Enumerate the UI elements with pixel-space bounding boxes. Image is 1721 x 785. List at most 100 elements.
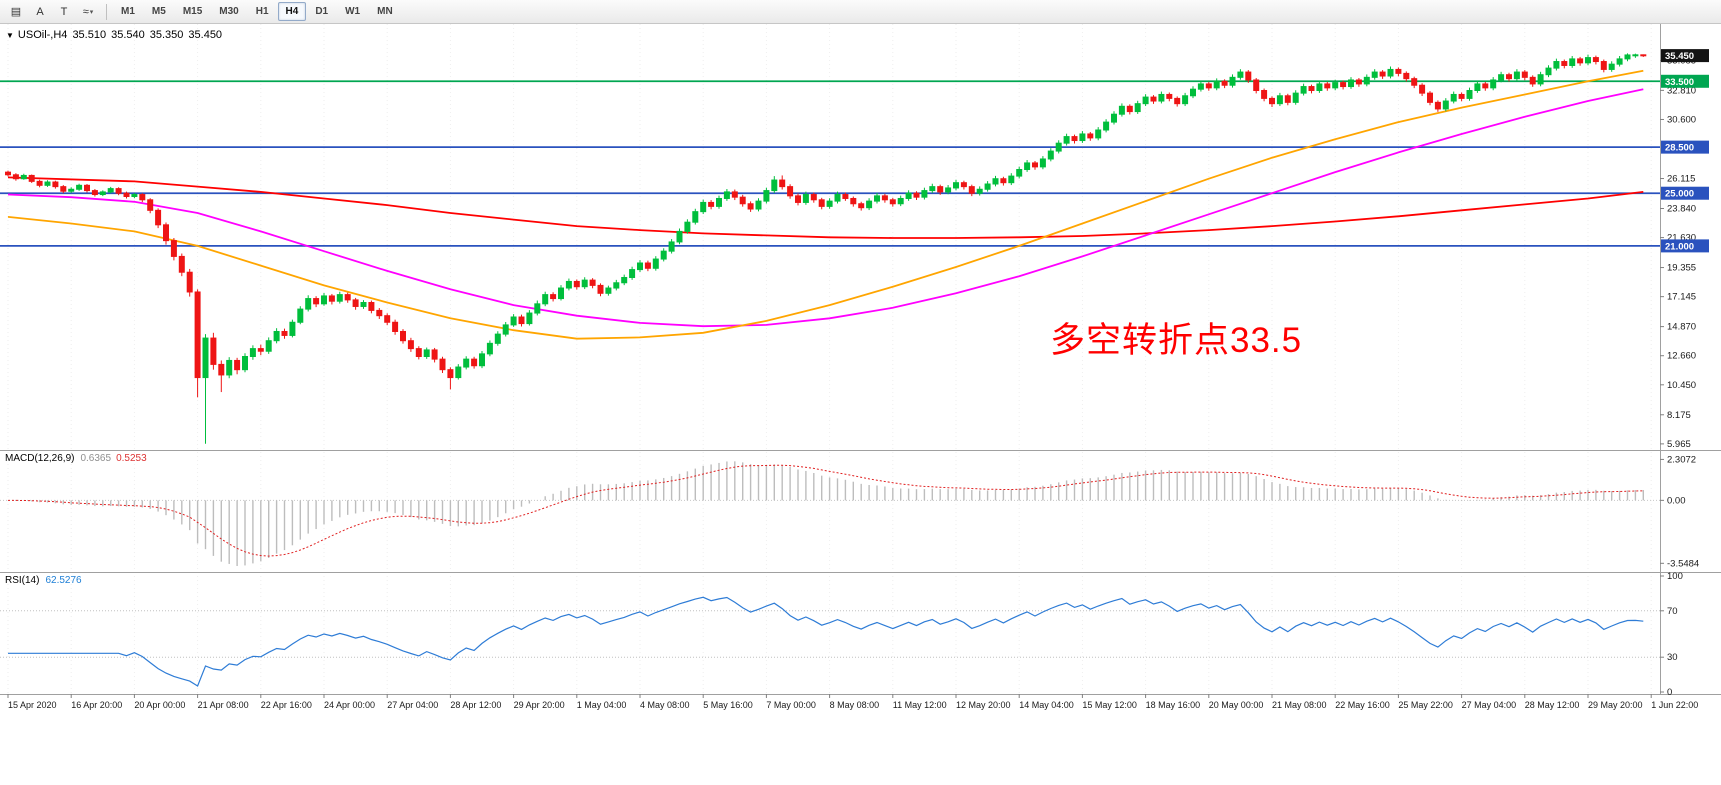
hline-price-tag-33.500[interactable]: 33.500 bbox=[1661, 74, 1709, 88]
candle bbox=[558, 287, 564, 300]
timeframe-button-mn[interactable]: MN bbox=[377, 6, 393, 17]
hline-price-tag-25.000[interactable]: 25.000 bbox=[1661, 186, 1709, 200]
candle bbox=[589, 279, 596, 286]
timeframe-button-m1[interactable]: M1 bbox=[121, 6, 135, 17]
candlestick-series bbox=[5, 53, 1647, 444]
candle bbox=[1466, 90, 1473, 99]
timeframe-button-h4[interactable]: H4 bbox=[277, 2, 307, 21]
candle bbox=[1024, 162, 1031, 171]
toolbar: ▤ A T ≈ ▾ M1 M5 M15 M30 H1 H4 D1 W1 MN bbox=[0, 0, 1721, 24]
svg-text:22 Apr 16:00: 22 Apr 16:00 bbox=[261, 700, 312, 710]
timeframe-button-m15[interactable]: M15 bbox=[182, 6, 203, 17]
candle bbox=[313, 298, 320, 305]
candle bbox=[605, 287, 612, 294]
candle bbox=[818, 199, 825, 207]
candle bbox=[336, 294, 343, 302]
candle bbox=[1253, 79, 1260, 92]
candle bbox=[439, 358, 446, 371]
svg-text:14.870: 14.870 bbox=[1667, 322, 1696, 333]
candle bbox=[1545, 67, 1552, 76]
candle bbox=[1308, 86, 1315, 92]
candle bbox=[1355, 79, 1362, 85]
svg-text:33.500: 33.500 bbox=[1665, 77, 1694, 88]
candle bbox=[795, 195, 801, 203]
candle bbox=[115, 188, 122, 194]
cursor-tool-icon[interactable]: A bbox=[36, 5, 44, 18]
horizontal-lines-layer[interactable] bbox=[0, 80, 1660, 247]
timeframe-button-m30[interactable]: M30 bbox=[219, 6, 239, 17]
macd-name: MACD(12,26,9) bbox=[5, 453, 75, 464]
timeframe-button-w1[interactable]: W1 bbox=[345, 6, 361, 17]
svg-text:30: 30 bbox=[1667, 652, 1678, 663]
candle bbox=[1205, 83, 1212, 89]
candle bbox=[1474, 83, 1481, 92]
candle bbox=[731, 191, 738, 198]
candle bbox=[178, 255, 185, 273]
timeframe-button-m5[interactable]: M5 bbox=[151, 6, 166, 17]
svg-text:7 May 00:00: 7 May 00:00 bbox=[766, 700, 816, 710]
candle bbox=[1340, 82, 1347, 88]
candle bbox=[542, 294, 549, 305]
candle bbox=[1324, 83, 1331, 89]
svg-text:25.000: 25.000 bbox=[1665, 189, 1694, 200]
current-price-tag[interactable]: 35.450 bbox=[1661, 49, 1709, 63]
svg-text:11 May 12:00: 11 May 12:00 bbox=[893, 700, 947, 710]
chart-annotation-text[interactable]: 多空转折点33.5 bbox=[1050, 321, 1303, 360]
svg-text:21 May 08:00: 21 May 08:00 bbox=[1272, 700, 1327, 710]
candle bbox=[305, 298, 312, 310]
timeframe-button-h1[interactable]: H1 bbox=[255, 6, 269, 17]
candle bbox=[1190, 88, 1196, 97]
svg-text:1 May 04:00: 1 May 04:00 bbox=[577, 700, 627, 710]
svg-text:28.500: 28.500 bbox=[1665, 143, 1694, 154]
candle bbox=[1434, 101, 1441, 110]
candle bbox=[644, 262, 651, 269]
candle bbox=[1000, 178, 1007, 184]
candle bbox=[249, 348, 256, 358]
candle bbox=[787, 186, 794, 197]
candle bbox=[242, 356, 248, 371]
candle bbox=[139, 194, 146, 201]
macd-signal-value: 0.5253 bbox=[116, 453, 147, 464]
toolbar-tools-group: ▤ A T ≈ ▾ bbox=[4, 1, 100, 22]
svg-text:10.450: 10.450 bbox=[1667, 380, 1696, 391]
candle bbox=[84, 184, 90, 192]
timeframe-button-d1[interactable]: D1 bbox=[315, 6, 329, 17]
svg-text:21 Apr 08:00: 21 Apr 08:00 bbox=[198, 700, 249, 710]
candle bbox=[1245, 71, 1252, 81]
candle bbox=[984, 183, 991, 190]
candle bbox=[407, 340, 414, 350]
svg-text:29 Apr 20:00: 29 Apr 20:00 bbox=[514, 700, 565, 710]
candle bbox=[494, 333, 501, 344]
candle bbox=[1585, 57, 1591, 64]
candle bbox=[581, 279, 588, 288]
svg-text:15 May 12:00: 15 May 12:00 bbox=[1082, 700, 1137, 710]
hline-price-tag-21.000[interactable]: 21.000 bbox=[1661, 239, 1709, 253]
rsi-name: RSI(14) bbox=[5, 575, 40, 586]
candle bbox=[20, 174, 27, 180]
candle bbox=[392, 321, 399, 332]
candle bbox=[273, 330, 280, 342]
candle bbox=[921, 190, 928, 198]
candle bbox=[708, 201, 715, 207]
candle bbox=[676, 230, 683, 243]
candle bbox=[1640, 54, 1647, 57]
candle bbox=[652, 258, 659, 269]
candle bbox=[629, 269, 636, 278]
indicators-icon[interactable]: ≈ ▾ bbox=[82, 5, 94, 18]
text-tool-icon[interactable]: T bbox=[60, 5, 68, 18]
candle bbox=[415, 348, 422, 358]
chart-bars-icon[interactable]: ▤ bbox=[10, 6, 22, 18]
svg-text:16 Apr 20:00: 16 Apr 20:00 bbox=[71, 700, 122, 710]
toolbar-separator bbox=[106, 3, 107, 20]
hline-price-tag-28.500[interactable]: 28.500 bbox=[1661, 140, 1709, 154]
candle bbox=[1316, 83, 1323, 92]
candle bbox=[463, 358, 470, 368]
candle bbox=[1103, 121, 1110, 131]
svg-text:100: 100 bbox=[1667, 571, 1683, 582]
candle bbox=[99, 191, 106, 196]
candle bbox=[810, 194, 817, 201]
candle bbox=[953, 182, 959, 189]
time-axis[interactable]: 15 Apr 2020 16 Apr 20:00 20 Apr 00:00 21 Ap… bbox=[7, 694, 1698, 710]
